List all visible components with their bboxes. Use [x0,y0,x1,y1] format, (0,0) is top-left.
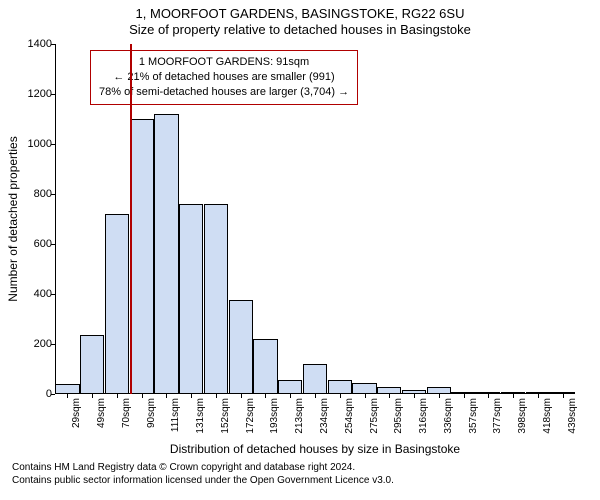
histogram-bar [179,204,203,394]
info-box-line2: ← 21% of detached houses are smaller (99… [99,70,349,85]
property-marker-line [130,44,132,394]
xtick-label: 316sqm [418,398,429,458]
ytick-label: 800 [2,188,52,200]
xtick-label: 254sqm [344,398,355,458]
xtick-label: 418sqm [542,398,553,458]
xtick-label: 131sqm [195,398,206,458]
xtick-mark [191,394,192,398]
xtick-mark [513,394,514,398]
xtick-mark [464,394,465,398]
histogram-bar [80,335,104,394]
xtick-mark [439,394,440,398]
ytick-label: 200 [2,338,52,350]
footer-line1: Contains HM Land Registry data © Crown c… [12,462,394,475]
xtick-mark [142,394,143,398]
xtick-label: 193sqm [269,398,280,458]
histogram-bar [55,384,79,394]
ytick-label: 1000 [2,138,52,150]
xtick-label: 172sqm [245,398,256,458]
footer-attribution: Contains HM Land Registry data © Crown c… [12,462,394,487]
xtick-mark [166,394,167,398]
histogram-bar [352,383,376,394]
xtick-label: 275sqm [369,398,380,458]
xtick-mark [265,394,266,398]
info-box-line3: 78% of semi-detached houses are larger (… [99,85,349,100]
histogram-bar [328,380,352,394]
xtick-mark [92,394,93,398]
chart-title-line2: Size of property relative to detached ho… [0,22,600,37]
xtick-mark [216,394,217,398]
xtick-label: 49sqm [96,398,107,458]
xtick-mark [563,394,564,398]
histogram-bar [229,300,253,394]
xtick-mark [389,394,390,398]
histogram-bar [154,114,178,394]
xtick-mark [414,394,415,398]
xtick-label: 336sqm [443,398,454,458]
histogram-bar [130,119,154,394]
xtick-label: 29sqm [71,398,82,458]
xtick-label: 398sqm [517,398,528,458]
xtick-mark [315,394,316,398]
ytick-label: 400 [2,288,52,300]
xtick-label: 439sqm [567,398,578,458]
xtick-mark [488,394,489,398]
xtick-mark [290,394,291,398]
info-box-line1: 1 MOORFOOT GARDENS: 91sqm [99,55,349,70]
xtick-label: 90sqm [146,398,157,458]
ytick-label: 600 [2,238,52,250]
xtick-label: 70sqm [121,398,132,458]
xtick-label: 234sqm [319,398,330,458]
xtick-label: 152sqm [220,398,231,458]
footer-line2: Contains public sector information licen… [12,475,394,488]
chart-container: 1, MOORFOOT GARDENS, BASINGSTOKE, RG22 6… [0,0,600,500]
xtick-mark [67,394,68,398]
histogram-bar [303,364,327,394]
xtick-mark [538,394,539,398]
ytick-label: 1200 [2,88,52,100]
ytick-label: 1400 [2,38,52,50]
xtick-mark [117,394,118,398]
xtick-label: 377sqm [492,398,503,458]
xtick-label: 295sqm [393,398,404,458]
xtick-label: 213sqm [294,398,305,458]
xtick-mark [365,394,366,398]
xtick-mark [241,394,242,398]
xtick-label: 357sqm [468,398,479,458]
xtick-mark [340,394,341,398]
histogram-bar [377,387,401,395]
chart-title-line1: 1, MOORFOOT GARDENS, BASINGSTOKE, RG22 6… [0,6,600,21]
histogram-bar [427,387,451,395]
xtick-label: 111sqm [170,398,181,458]
histogram-bar [105,214,129,394]
histogram-bar [253,339,277,394]
histogram-bar [278,380,302,394]
ytick-label: 0 [2,388,52,400]
histogram-bar [204,204,228,394]
